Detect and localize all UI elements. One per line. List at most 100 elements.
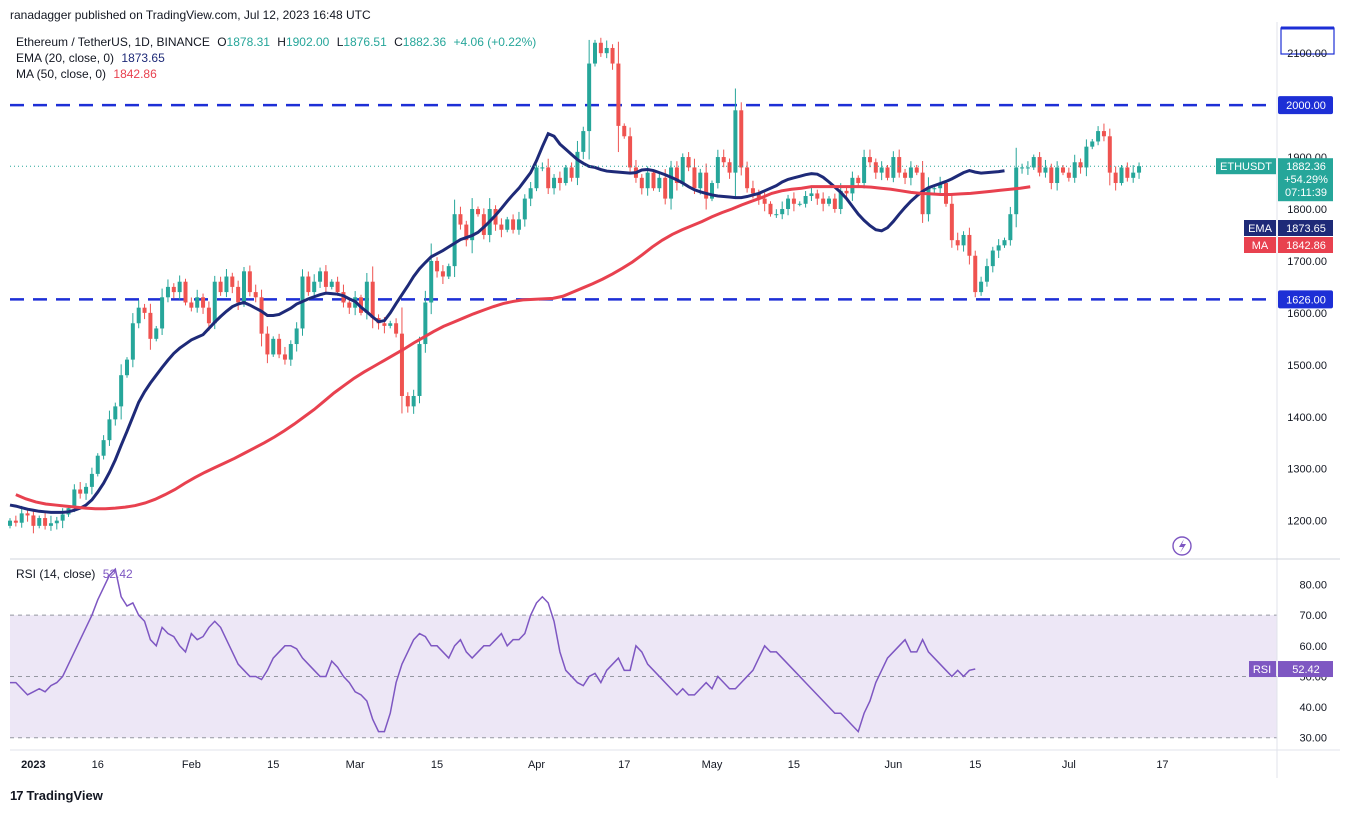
ema-legend[interactable]: EMA (20, close, 0) 1873.65 [16,51,169,65]
candle[interactable] [879,161,884,181]
candle[interactable] [405,392,410,413]
candle[interactable] [388,320,393,329]
candle[interactable] [955,232,960,251]
candle[interactable] [1084,139,1089,177]
candle[interactable] [581,126,586,160]
candle[interactable] [148,303,153,350]
candle[interactable] [973,250,978,298]
candle[interactable] [616,41,621,153]
candle[interactable] [119,364,124,420]
candle[interactable] [312,274,317,298]
candle[interactable] [1131,165,1136,183]
candle[interactable] [967,227,972,265]
candle[interactable] [347,298,352,314]
candle[interactable] [891,151,896,183]
candle[interactable] [224,269,229,298]
candle[interactable] [698,168,703,195]
candle[interactable] [505,216,510,233]
candle[interactable] [563,164,568,186]
candle[interactable] [803,191,808,208]
candle[interactable] [885,164,890,181]
candle[interactable] [1020,163,1025,174]
ma-50-line[interactable] [15,185,1031,511]
candle[interactable] [522,194,527,227]
candle[interactable] [1078,158,1083,174]
candle[interactable] [727,158,732,179]
time-axis[interactable]: 2023 16 Feb 15 Mar 15 Apr 17 May 15 Jun 15 Jul 17 [21,759,1168,771]
candle[interactable] [54,516,59,530]
candle[interactable] [481,208,486,240]
candle[interactable] [540,162,545,172]
candle[interactable] [926,177,931,222]
candle[interactable] [1072,154,1077,183]
candle[interactable] [318,267,323,288]
ema-20-line[interactable] [9,131,1005,514]
candle[interactable] [511,214,516,234]
candle[interactable] [177,275,182,300]
candle[interactable] [733,88,738,199]
candle[interactable] [587,39,592,160]
candle[interactable] [84,483,89,500]
candle[interactable] [856,175,861,186]
candle[interactable] [739,102,744,176]
candle[interactable] [429,243,434,315]
candle[interactable] [710,180,714,202]
candle[interactable] [107,410,112,446]
candle[interactable] [862,149,867,189]
candle[interactable] [399,307,404,414]
candle[interactable] [1002,237,1007,248]
candle[interactable] [557,171,562,191]
candle[interactable] [569,162,574,182]
candle[interactable] [142,303,147,320]
candle[interactable] [154,325,159,342]
candle[interactable] [130,313,135,368]
candle[interactable] [528,181,533,207]
candle[interactable] [1107,128,1112,186]
candle[interactable] [48,515,53,531]
candle[interactable] [259,289,264,347]
candle[interactable] [786,194,791,216]
candle[interactable] [201,293,206,314]
candle[interactable] [1113,166,1118,191]
candle[interactable] [809,185,814,201]
candle[interactable] [1125,162,1130,182]
candle[interactable] [797,201,802,207]
candle[interactable] [282,346,287,365]
candle[interactable] [704,163,709,210]
candle[interactable] [897,149,902,178]
candle[interactable] [253,284,258,303]
candle[interactable] [335,276,340,296]
rsi-legend[interactable]: RSI (14, close) 52.42 [16,567,137,581]
candle[interactable] [125,357,129,378]
candle[interactable] [78,481,83,499]
candle[interactable] [417,336,422,404]
candle[interactable] [908,161,913,186]
candle[interactable] [423,290,428,353]
candle[interactable] [1031,154,1036,170]
candle[interactable] [604,40,609,59]
candle[interactable] [499,218,504,238]
candle[interactable] [37,515,42,529]
candle[interactable] [628,127,633,174]
candle[interactable] [476,206,480,217]
candle[interactable] [242,266,246,307]
candle[interactable] [306,271,311,296]
candle[interactable] [984,258,989,287]
candle[interactable] [516,211,521,235]
candle[interactable] [95,453,100,477]
candle[interactable] [669,160,674,210]
candle[interactable] [873,158,878,179]
candle[interactable] [610,44,615,70]
price-axis[interactable]: 1200.00 1300.00 1400.00 1500.00 1600.00 1700.… [1216,48,1333,528]
candle[interactable] [323,265,328,295]
candle[interactable] [1025,161,1030,175]
candle[interactable] [160,288,165,336]
candle[interactable] [768,201,773,217]
candle[interactable] [534,164,539,192]
candle[interactable] [622,123,627,139]
candle[interactable] [903,168,908,185]
price-pane[interactable] [8,26,1335,556]
candle[interactable] [838,183,843,215]
candle[interactable] [575,140,580,186]
candle[interactable] [598,37,603,57]
